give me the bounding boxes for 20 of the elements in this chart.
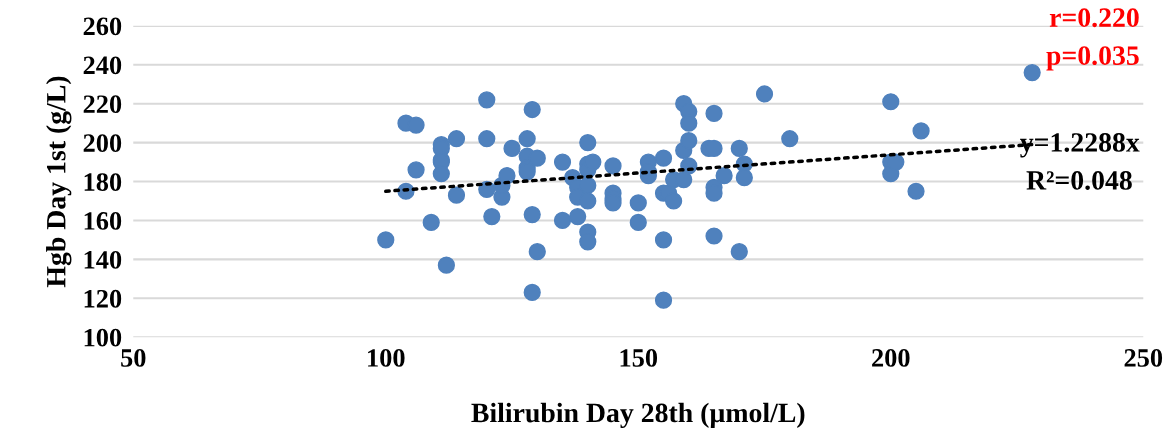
y-tick-label: 120 — [84, 289, 122, 308]
y-axis-title: Hgb Day 1st (g/L) — [46, 76, 72, 288]
annotation: y=1.2288x — [1020, 133, 1140, 158]
x-tick-label: 150 — [620, 349, 658, 367]
annotation: R²=0.048 — [1026, 171, 1132, 190]
annotation: r=0.220 — [1049, 8, 1139, 28]
y-tick-label: 140 — [84, 250, 122, 269]
y-tick-label: 160 — [84, 212, 122, 230]
y-tick-label: 240 — [83, 56, 122, 75]
x-tick-label: 100 — [368, 349, 405, 367]
y-tick-label: 220 — [83, 95, 122, 114]
y-tick-label: 100 — [84, 328, 122, 347]
annotation: p=0.035 — [1046, 46, 1139, 71]
y-tick-label: 260 — [83, 17, 122, 36]
y-tick-label: 200 — [83, 134, 122, 153]
x-tick-label: 200 — [872, 349, 910, 367]
x-tick-label: 50 — [121, 349, 146, 367]
y-tick-label: 180 — [84, 173, 122, 191]
x-tick-label: 250 — [1124, 349, 1163, 367]
x-axis-title: Bilirubin Day 28th (µmol/L) — [471, 402, 805, 429]
